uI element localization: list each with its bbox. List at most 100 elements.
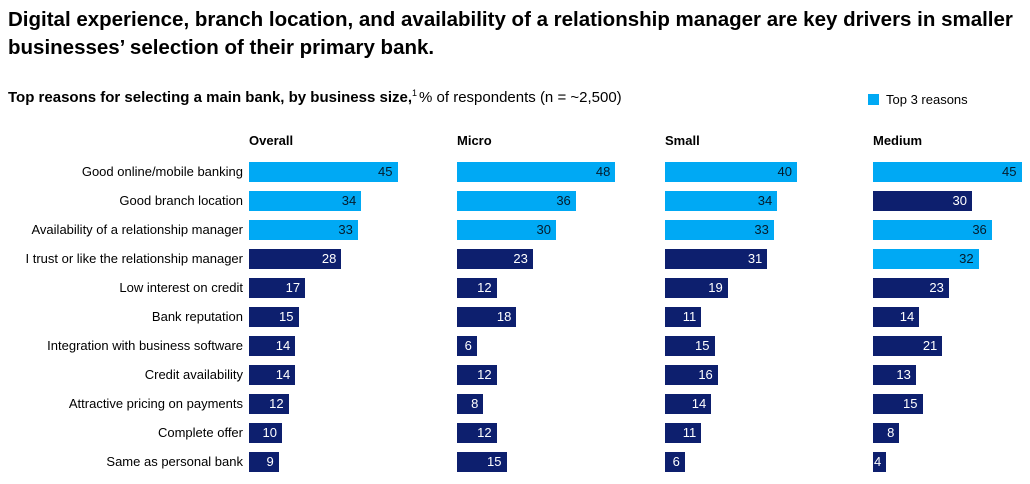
bar	[873, 278, 949, 298]
bar	[249, 191, 362, 211]
bar	[665, 394, 712, 414]
panel-title: Overall	[249, 133, 294, 148]
bar-value-label: 15	[695, 338, 710, 353]
bar-value-label: 21	[922, 338, 938, 353]
bar-value-label: 14	[691, 396, 707, 411]
bar-value-label: 11	[682, 309, 697, 324]
bar	[249, 220, 358, 240]
bar-value-label: 16	[698, 367, 713, 382]
chart-headline: Digital experience, branch location, and…	[8, 8, 1013, 59]
bar	[249, 394, 289, 414]
bar-value-label: 33	[338, 222, 353, 237]
bar	[249, 162, 398, 182]
bar	[665, 220, 774, 240]
category-label: Good online/mobile banking	[81, 164, 243, 179]
panel-title: Medium	[873, 133, 923, 148]
bar-value-label: 28	[321, 251, 337, 266]
category-label: Credit availability	[144, 367, 243, 382]
bar-value-label: 14	[275, 338, 291, 353]
bar-value-label: 8	[887, 425, 895, 440]
bar	[873, 394, 923, 414]
bar	[665, 307, 702, 327]
bar-value-label: 13	[896, 367, 911, 382]
bar	[873, 249, 979, 269]
bar	[457, 452, 507, 472]
bar-value-label: 30	[952, 193, 967, 208]
bar	[873, 220, 992, 240]
bar	[665, 423, 702, 443]
bar	[457, 249, 533, 269]
category-label: Good branch location	[119, 193, 243, 208]
bar-value-label: 48	[595, 164, 611, 179]
bar-value-label: 34	[341, 193, 357, 208]
bar-value-label: 23	[929, 280, 944, 295]
legend-swatch-top3	[868, 94, 879, 105]
bar-value-label: 23	[513, 251, 528, 266]
bar-value-label: 17	[285, 280, 301, 295]
bar	[249, 249, 342, 269]
bar	[873, 162, 1022, 182]
bar-value-label: 30	[536, 222, 551, 237]
bar	[873, 365, 916, 385]
bar-value-label: 12	[477, 367, 492, 382]
bar	[665, 452, 685, 472]
footnote-marker: 1	[412, 88, 418, 98]
bar	[665, 191, 778, 211]
bar-value-label: 45	[378, 164, 393, 179]
category-label: Complete offer	[157, 425, 243, 440]
bar	[249, 452, 279, 472]
bar-value-label: 32	[959, 251, 974, 266]
bar-value-label: 33	[754, 222, 769, 237]
bar-value-label: 6	[464, 338, 472, 353]
chart-unit: % of respondents (n = ~2,500)	[419, 89, 622, 106]
bar-value-label: 6	[672, 454, 680, 469]
bar-value-label: 15	[279, 309, 294, 324]
bar	[873, 452, 887, 472]
category-label: I trust or like the relationship manager	[25, 251, 244, 266]
bar-value-label: 15	[903, 396, 918, 411]
bar	[249, 307, 299, 327]
bar	[457, 423, 497, 443]
legend-label-top3: Top 3 reasons	[886, 92, 968, 107]
bar	[249, 278, 306, 298]
bar-value-label: 40	[777, 164, 792, 179]
bar-value-label: 12	[477, 425, 492, 440]
bar-value-label: 12	[477, 280, 492, 295]
bar-value-label: 12	[269, 396, 284, 411]
category-label: Bank reputation	[151, 309, 243, 324]
bar	[457, 394, 484, 414]
bar	[873, 336, 943, 356]
bar-value-label: 45	[1002, 164, 1017, 179]
category-label: Low interest on credit	[119, 280, 243, 295]
bar-value-label: 15	[487, 454, 502, 469]
bar-value-label: 4	[873, 454, 882, 469]
category-label: Availability of a relationship manager	[31, 222, 244, 237]
bar	[457, 278, 497, 298]
bar-value-label: 9	[266, 454, 274, 469]
bar-value-label: 14	[275, 367, 291, 382]
bar-value-label: 36	[556, 193, 571, 208]
bar	[873, 191, 972, 211]
bar	[457, 162, 616, 182]
panel-title: Micro	[457, 133, 492, 148]
bar	[249, 423, 282, 443]
bar-value-label: 34	[757, 193, 773, 208]
bar-value-label: 11	[682, 425, 697, 440]
chart-legend: Top 3 reasons	[868, 92, 968, 107]
bar-value-label: 18	[496, 309, 512, 324]
bar	[665, 249, 768, 269]
category-label: Same as personal bank	[106, 454, 243, 469]
bar-value-label: 31	[747, 251, 763, 266]
bar	[249, 365, 296, 385]
bar	[873, 307, 920, 327]
category-label: Integration with business software	[47, 338, 243, 353]
bar	[665, 278, 728, 298]
bar	[457, 307, 517, 327]
chart-title: Top reasons for selecting a main bank, b…	[8, 89, 413, 106]
bar	[665, 336, 715, 356]
bar	[457, 365, 497, 385]
bar	[665, 365, 718, 385]
bar-value-label: 36	[972, 222, 987, 237]
panel-title: Small	[665, 133, 700, 148]
bar-value-label: 8	[471, 396, 479, 411]
